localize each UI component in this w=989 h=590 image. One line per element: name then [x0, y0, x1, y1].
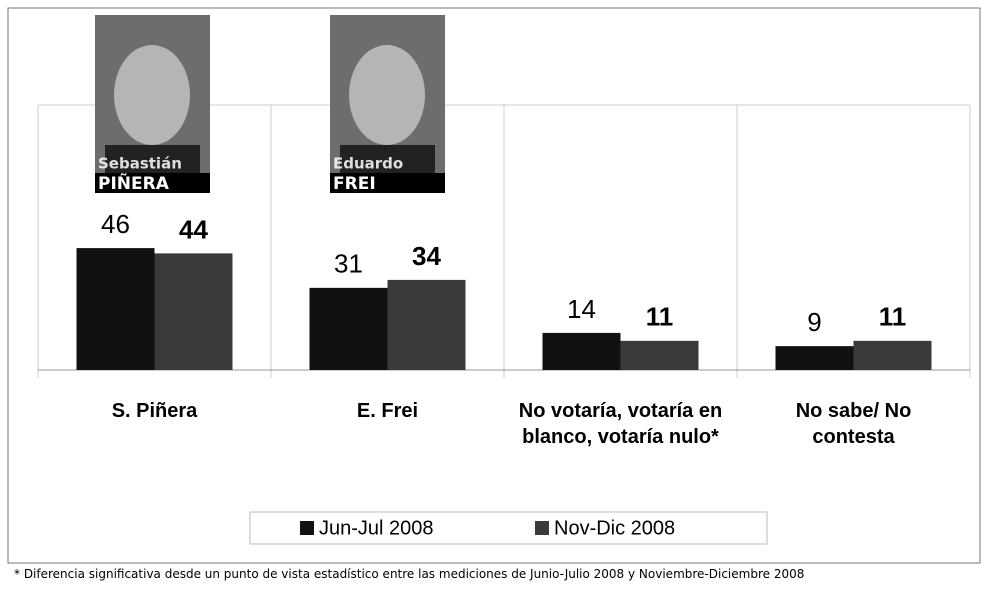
page: {"chart_data": {"type": "bar", "categori…: [0, 0, 989, 590]
x-tick-label: E. Frei: [280, 398, 495, 424]
legend-swatch: [535, 521, 549, 535]
bar: [621, 341, 699, 370]
value-label: 44: [179, 214, 208, 244]
photo-first-name: Sebastián: [98, 155, 182, 173]
bar: [155, 253, 233, 370]
x-tick-label: No votaría, votaría en blanco, votaría n…: [513, 398, 728, 450]
value-label: 46: [101, 209, 130, 239]
chart: SebastiánPIÑERA EduardoFREI 46 44 31 34 14 11 9 1…: [0, 0, 989, 590]
bar: [310, 288, 388, 370]
photo-face: [349, 45, 425, 145]
bar: [543, 333, 621, 370]
photo-last-name: PIÑERA: [98, 171, 170, 194]
legend-swatch: [300, 521, 314, 535]
bar: [77, 248, 155, 370]
footnote: * Diferencia significativa desde un punt…: [14, 567, 804, 581]
legend-label: Nov-Dic 2008: [554, 517, 675, 539]
value-label: 11: [879, 302, 907, 332]
value-label: 9: [807, 307, 821, 337]
photo-last-name: FREI: [333, 174, 376, 194]
bar: [854, 341, 932, 370]
bar: [388, 280, 466, 370]
legend-label: Jun-Jul 2008: [319, 517, 434, 539]
value-label: 11: [646, 302, 674, 332]
value-label: 31: [334, 249, 363, 279]
photo-first-name: Eduardo: [333, 155, 403, 173]
value-label: 14: [567, 294, 596, 324]
bar: [776, 346, 854, 370]
x-tick-label: No sabe/ No contesta: [779, 398, 929, 450]
x-tick-label: S. Piñera: [47, 398, 262, 424]
photo-face: [114, 45, 190, 145]
value-label: 34: [412, 241, 441, 271]
